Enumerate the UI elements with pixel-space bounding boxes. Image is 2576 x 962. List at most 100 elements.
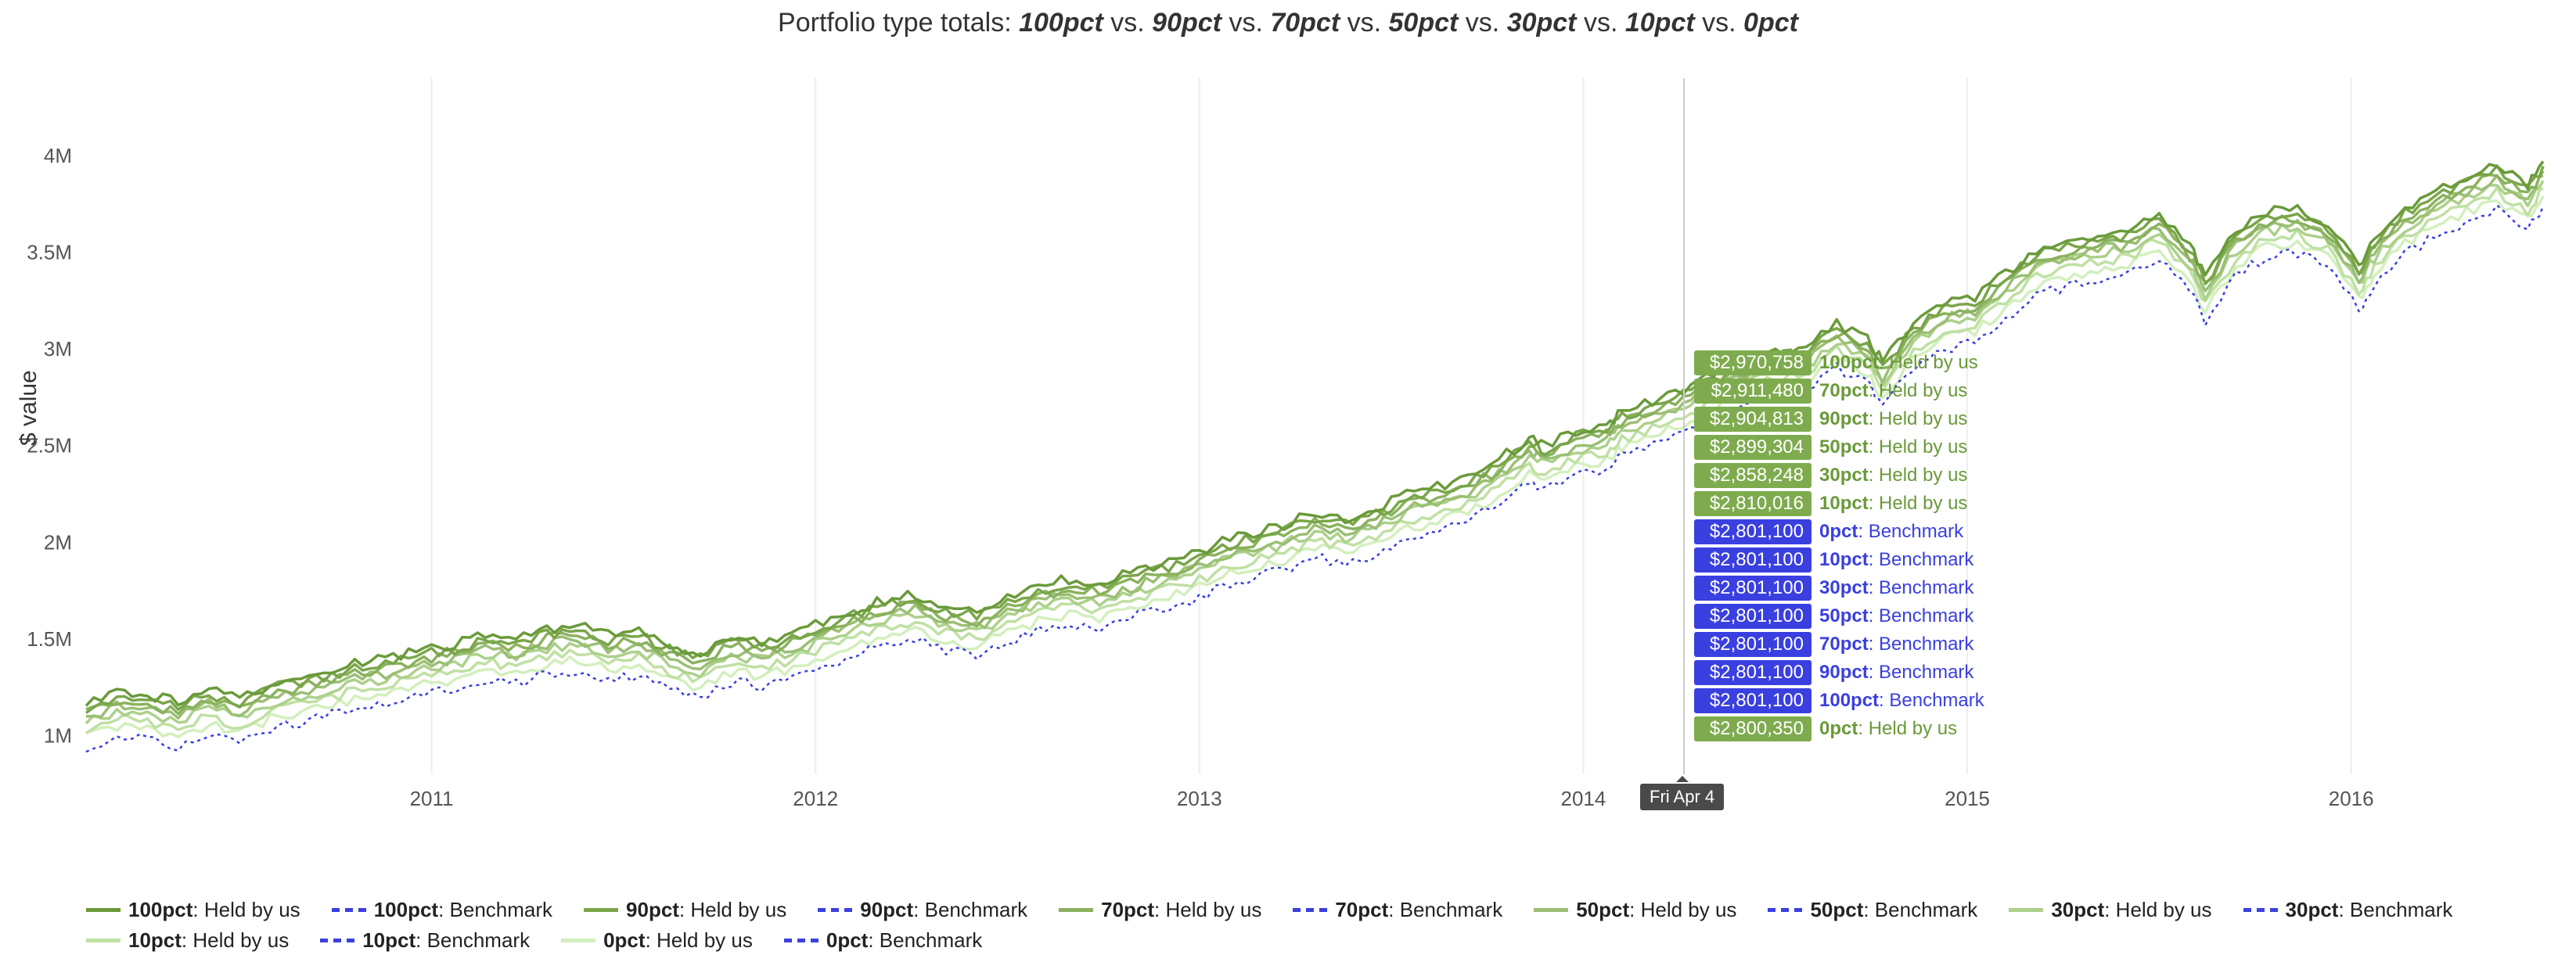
tooltip-value: $2,801,100	[1694, 660, 1811, 685]
tooltip-row: $2,801,100 90pct: Benchmark	[1694, 660, 1984, 685]
line-swatch-icon	[584, 908, 618, 912]
tooltip-label: 10pct: Benchmark	[1819, 549, 1973, 571]
tooltip-value: $2,801,100	[1694, 604, 1811, 629]
tooltip-value: $2,801,100	[1694, 688, 1811, 713]
line-swatch-dashed-icon	[332, 908, 366, 912]
line-swatch-icon	[1059, 908, 1093, 912]
tooltip-row: $2,970,758 100pct: Held by us	[1694, 350, 1984, 375]
legend-label: 10pct: Benchmark	[362, 928, 530, 953]
legend-label: 10pct: Held by us	[128, 928, 289, 953]
tooltip-value: $2,899,304	[1694, 435, 1811, 460]
svg-text:2012: 2012	[793, 787, 838, 810]
chart-title: Portfolio type totals: 100pct vs. 90pct …	[0, 8, 2576, 38]
tooltip-value: $2,801,100	[1694, 576, 1811, 601]
hover-date-badge: Fri Apr 4	[1640, 784, 1724, 810]
tooltip-label: 70pct: Held by us	[1819, 380, 1967, 402]
series-held	[86, 166, 2543, 713]
svg-text:2015: 2015	[1945, 787, 1990, 810]
legend-label: 70pct: Benchmark	[1335, 898, 1502, 922]
line-swatch-dashed-icon	[818, 908, 852, 912]
legend-item[interactable]: 90pct: Held by us	[584, 898, 786, 922]
tooltip-row: $2,810,01610pct: Held by us	[1694, 491, 1984, 516]
line-swatch-icon	[2009, 908, 2043, 912]
legend-item[interactable]: 50pct: Benchmark	[1768, 898, 1977, 922]
title-series: 50pct	[1389, 8, 1459, 38]
tooltip-label: 30pct: Benchmark	[1819, 577, 1973, 599]
legend-item[interactable]: 30pct: Held by us	[2009, 898, 2211, 922]
legend-item[interactable]: 100pct: Held by us	[86, 898, 300, 922]
svg-text:2016: 2016	[2329, 787, 2374, 810]
tooltip-label: 90pct: Benchmark	[1819, 662, 1973, 684]
portfolio-totals-chart: Portfolio type totals: 100pct vs. 90pct …	[0, 0, 2576, 962]
line-swatch-icon	[561, 939, 595, 942]
tooltip-label: 0pct: Held by us	[1819, 718, 1957, 740]
tooltip-value: $2,904,813	[1694, 407, 1811, 432]
legend-label: 30pct: Benchmark	[2286, 898, 2453, 922]
legend-item[interactable]: 30pct: Benchmark	[2243, 898, 2453, 922]
tooltip-row: $2,801,100 10pct: Benchmark	[1694, 547, 1984, 573]
title-series: 100pct	[1019, 8, 1103, 38]
tooltip-row: $2,801,1000pct: Benchmark	[1694, 519, 1984, 544]
svg-text:2011: 2011	[410, 787, 454, 810]
tooltip-label: 90pct: Held by us	[1819, 408, 1967, 430]
title-series: 70pct	[1270, 8, 1340, 38]
hover-guideline	[1683, 78, 1685, 774]
svg-text:1.5M: 1.5M	[27, 627, 72, 651]
line-swatch-dashed-icon	[2243, 908, 2278, 912]
legend-item[interactable]: 10pct: Held by us	[86, 928, 289, 953]
tooltip-row: $2,904,813 90pct: Held by us	[1694, 407, 1984, 432]
legend-label: 90pct: Held by us	[626, 898, 786, 922]
svg-text:3M: 3M	[44, 337, 72, 361]
legend-item[interactable]: 100pct: Benchmark	[332, 898, 552, 922]
line-swatch-icon	[1534, 908, 1568, 912]
hover-tooltip: $2,970,758 100pct: Held by us $2,911,480 70…	[1694, 350, 1984, 745]
tooltip-row: $2,801,100 30pct: Benchmark	[1694, 576, 1984, 601]
series-held	[86, 181, 2543, 723]
plot-area[interactable]: 1M1.5M2M2.5M3M3.5M4M20112012201320142015…	[86, 70, 2551, 821]
line-swatch-dashed-icon	[784, 939, 818, 942]
tooltip-row: $2,801,100 70pct: Benchmark	[1694, 632, 1984, 657]
tooltip-value: $2,970,758	[1694, 350, 1811, 375]
tooltip-label: 100pct: Benchmark	[1819, 690, 1984, 712]
tooltip-value: $2,801,100	[1694, 632, 1811, 657]
legend-label: 0pct: Held by us	[603, 928, 753, 953]
chart-legend: 100pct: Held by us 100pct: Benchmark 90pct…	[86, 898, 2551, 953]
tooltip-row: $2,801,100 50pct: Benchmark	[1694, 604, 1984, 629]
svg-text:2014: 2014	[1561, 787, 1606, 810]
svg-text:1M: 1M	[44, 724, 72, 748]
tooltip-label: 70pct: Benchmark	[1819, 634, 1973, 655]
legend-label: 0pct: Benchmark	[826, 928, 982, 953]
tooltip-label: 100pct: Held by us	[1819, 352, 1978, 374]
title-series: 90pct	[1152, 8, 1221, 38]
legend-item[interactable]: 0pct: Held by us	[561, 928, 753, 953]
legend-item[interactable]: 50pct: Held by us	[1534, 898, 1736, 922]
legend-item[interactable]: 90pct: Benchmark	[818, 898, 1027, 922]
svg-text:2.5M: 2.5M	[27, 434, 72, 458]
legend-item[interactable]: 0pct: Benchmark	[784, 928, 982, 953]
line-swatch-dashed-icon	[320, 939, 354, 942]
line-swatch-icon	[86, 908, 121, 912]
series-held	[86, 161, 2543, 705]
title-series: 30pct	[1507, 8, 1577, 38]
legend-label: 30pct: Held by us	[2051, 898, 2211, 922]
svg-text:2M: 2M	[44, 530, 72, 554]
tooltip-value: $2,911,480	[1694, 379, 1811, 404]
tooltip-value: $2,801,100	[1694, 547, 1811, 573]
tooltip-label: 50pct: Benchmark	[1819, 605, 1973, 627]
legend-item[interactable]: 70pct: Benchmark	[1293, 898, 1502, 922]
tooltip-label: 30pct: Held by us	[1819, 465, 1967, 486]
tooltip-row: $2,801,100 100pct: Benchmark	[1694, 688, 1984, 713]
legend-item[interactable]: 10pct: Benchmark	[320, 928, 530, 953]
tooltip-label: 10pct: Held by us	[1819, 493, 1967, 515]
legend-item[interactable]: 70pct: Held by us	[1059, 898, 1261, 922]
tooltip-label: 50pct: Held by us	[1819, 436, 1967, 458]
tooltip-value: $2,858,248	[1694, 463, 1811, 488]
svg-text:3.5M: 3.5M	[27, 241, 72, 264]
legend-label: 50pct: Benchmark	[1810, 898, 1977, 922]
legend-label: 50pct: Held by us	[1576, 898, 1736, 922]
tooltip-row: $2,800,3500pct: Held by us	[1694, 716, 1984, 741]
tooltip-row: $2,899,304 50pct: Held by us	[1694, 435, 1984, 460]
line-swatch-dashed-icon	[1768, 908, 1802, 912]
legend-label: 100pct: Benchmark	[374, 898, 552, 922]
svg-text:2013: 2013	[1177, 787, 1222, 810]
